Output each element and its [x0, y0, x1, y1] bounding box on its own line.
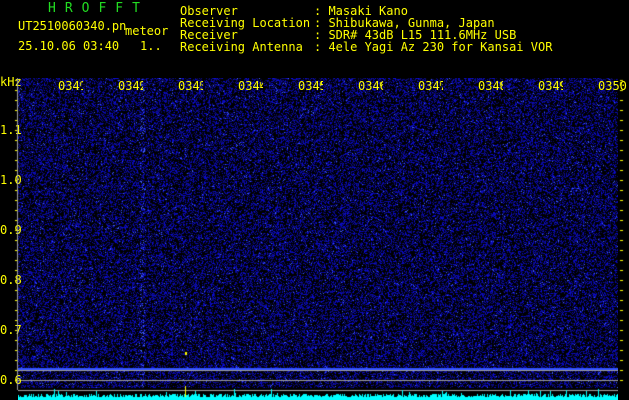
antenna-label: Receiving Antenna	[180, 40, 303, 54]
app-title: HROFFT	[48, 1, 149, 16]
observer-value: : Masaki Kano	[314, 4, 408, 18]
antenna-value: : 4ele Yagi Az 230 for Kansai VOR	[314, 40, 553, 54]
location-value: : Shibukawa, Gunma, Japan	[314, 16, 495, 30]
receiver-label: Receiver	[180, 28, 238, 42]
datetime: 25.10.06 03:40	[18, 39, 120, 53]
mode-label: meteor	[125, 24, 169, 38]
counter: 1..	[140, 39, 162, 53]
filename: UT2510060340.pn	[18, 19, 127, 33]
location-label: Receiving Location	[180, 16, 311, 30]
observer-label: Observer	[180, 4, 238, 18]
receiver-value: : SDR# 43dB L15 111.6MHz USB	[314, 28, 517, 42]
axis-ticks	[0, 78, 629, 400]
